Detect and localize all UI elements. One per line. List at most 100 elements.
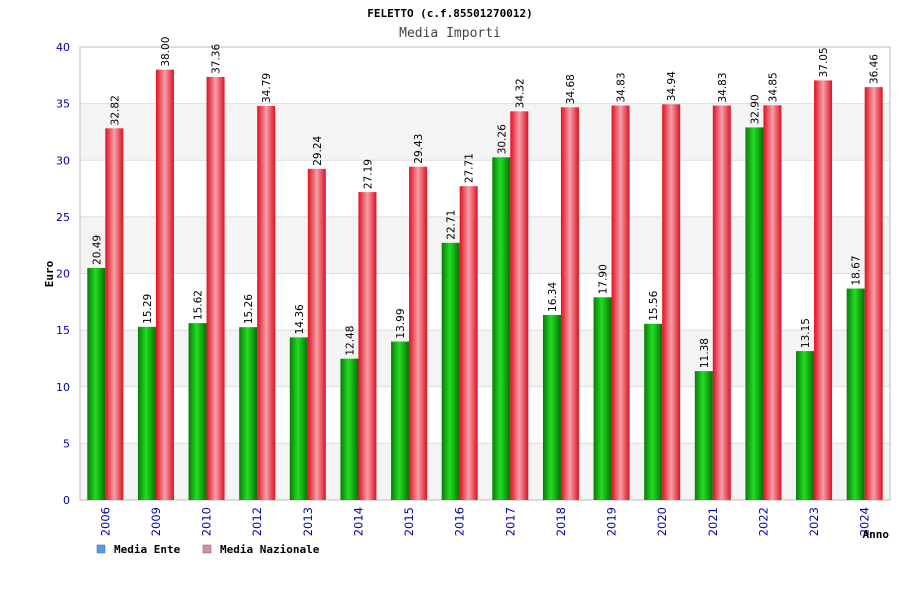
bar-label-media-ente: 30.26: [496, 124, 508, 154]
bar-label-media-nazionale: 32.82: [109, 95, 121, 125]
y-tick-label: 30: [56, 154, 70, 167]
x-tick-label: 2019: [605, 507, 619, 536]
x-tick-label: 2015: [402, 507, 416, 536]
x-tick-label: 2017: [503, 507, 517, 536]
bar-media-nazionale: [814, 80, 833, 500]
y-tick-label: 15: [56, 324, 70, 337]
bar-media-nazionale: [510, 111, 529, 501]
x-tick-label: 2006: [98, 507, 112, 536]
bar-media-nazionale: [560, 107, 579, 501]
bar-label-media-ente: 11.38: [699, 338, 711, 368]
bar-label-media-ente: 32.90: [749, 94, 761, 124]
bar-media-nazionale: [712, 105, 731, 501]
bar-media-ente: [593, 297, 612, 500]
x-tick-label: 2023: [807, 507, 821, 536]
bar-label-media-ente: 12.48: [344, 326, 356, 356]
x-tick-label: 2013: [301, 507, 315, 536]
y-tick-label: 20: [56, 268, 70, 281]
bar-label-media-nazionale: 34.94: [666, 71, 678, 101]
x-tick-label: 2021: [706, 507, 720, 536]
bar-label-media-ente: 15.56: [648, 290, 660, 320]
bar-label-media-nazionale: 34.79: [261, 73, 273, 103]
bar-label-media-ente: 15.26: [243, 294, 255, 324]
bar-media-ente: [340, 358, 359, 500]
chart-title: FELETTO (c.f.85501270012): [367, 7, 533, 20]
x-tick-label: 2009: [149, 507, 163, 536]
bar-label-media-nazionale: 27.19: [362, 159, 374, 189]
bar-label-media-nazionale: 29.24: [312, 135, 324, 165]
bar-media-ente: [188, 323, 207, 500]
bar-media-nazionale: [155, 69, 174, 501]
bar-media-nazionale: [763, 105, 782, 500]
bar-media-ente: [644, 323, 663, 500]
legend-label-media-nazionale: Media Nazionale: [220, 543, 320, 556]
x-tick-label: 2016: [453, 507, 467, 536]
bar-label-media-ente: 14.36: [294, 304, 306, 334]
bar-label-media-nazionale: 34.85: [767, 72, 779, 102]
y-tick-label: 40: [56, 41, 70, 54]
x-tick-label: 2024: [858, 507, 872, 536]
bar-label-media-nazionale: 38.00: [160, 37, 172, 67]
bar-label-media-nazionale: 27.71: [464, 153, 476, 183]
bar-label-media-ente: 18.67: [851, 255, 863, 285]
bar-value-labels: 20.49 32.82 15.29 38.00 15.62 37.36 15.26 34.79…: [91, 37, 880, 369]
bar-media-ente: [87, 267, 106, 500]
bar-label-media-nazionale: 37.05: [818, 47, 830, 77]
y-tick-label: 0: [63, 494, 70, 507]
bar-label-media-ente: 15.29: [142, 294, 154, 324]
bar-media-nazionale: [206, 76, 225, 500]
bar-media-nazionale: [257, 106, 276, 501]
y-tick-label: 35: [56, 98, 70, 111]
legend: Media Ente Media Nazionale: [96, 543, 320, 556]
bar-media-ente: [694, 371, 713, 500]
x-tick-label: 2014: [351, 507, 365, 536]
bar-label-media-nazionale: 34.68: [565, 74, 577, 104]
y-axis-label: Euro: [43, 260, 56, 287]
bar-media-ente: [289, 337, 308, 500]
bar-label-media-ente: 17.90: [598, 264, 610, 294]
bar-media-nazionale: [105, 128, 124, 500]
x-tick-label: 2010: [200, 507, 214, 536]
bar-media-ente: [391, 341, 410, 500]
x-axis-label: Anno: [863, 528, 890, 541]
bar-label-media-nazionale: 29.43: [413, 134, 425, 164]
bar-label-media-ente: 16.34: [547, 282, 559, 312]
bar-label-media-ente: 20.49: [91, 235, 103, 265]
bar-label-media-ente: 15.62: [193, 290, 205, 320]
x-tick-label: 2022: [756, 507, 770, 536]
bar-label-media-ente: 13.15: [800, 318, 812, 348]
bar-label-media-nazionale: 37.36: [211, 44, 223, 74]
bar-media-ente: [796, 351, 815, 500]
y-axis-ticks: 0 5 10 15 20 25 30 35 40: [56, 41, 70, 507]
bar-media-ente: [239, 327, 258, 500]
x-axis-ticks: 2006 2009 2010 2012 2013 2014 2015 2016 2017 2018…: [98, 507, 871, 536]
bar-label-media-ente: 13.99: [395, 309, 407, 339]
bar-label-media-nazionale: 36.46: [869, 54, 881, 84]
bar-media-nazionale: [459, 186, 478, 500]
x-tick-label: 2012: [250, 507, 264, 536]
legend-label-media-ente: Media Ente: [114, 543, 181, 556]
bar-label-media-nazionale: 34.83: [616, 72, 628, 102]
y-tick-label: 5: [63, 437, 70, 450]
x-tick-label: 2018: [554, 507, 568, 536]
bar-label-media-nazionale: 34.32: [514, 78, 526, 108]
bar-label-media-nazionale: 34.83: [717, 72, 729, 102]
bar-media-nazionale: [409, 166, 428, 500]
chart-subtitle: Media Importi: [399, 26, 501, 41]
bar-media-ente: [745, 127, 764, 500]
bar-media-nazionale: [662, 104, 681, 500]
bar-media-nazionale: [611, 105, 630, 501]
legend-swatch-media-nazionale: [202, 544, 212, 554]
legend-swatch-media-ente: [96, 544, 106, 554]
bar-media-nazionale: [358, 192, 377, 501]
bar-label-media-ente: 22.71: [446, 210, 458, 240]
bar-media-ente: [542, 314, 561, 500]
y-tick-label: 10: [56, 381, 70, 394]
bar-media-ente: [492, 157, 511, 501]
bar-media-ente: [137, 326, 156, 500]
bars: [87, 69, 883, 501]
bar-media-nazionale: [864, 87, 883, 500]
x-tick-label: 2020: [655, 507, 669, 536]
plot-border: [79, 46, 891, 501]
